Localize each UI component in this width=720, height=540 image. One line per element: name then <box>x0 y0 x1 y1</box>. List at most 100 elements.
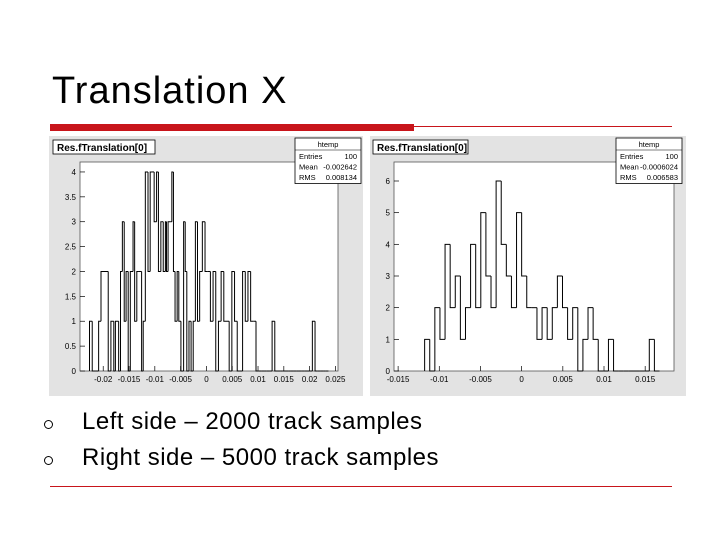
histogram-bin <box>577 307 583 372</box>
bullet-circle-icon <box>44 455 53 465</box>
histogram-bin <box>250 271 254 322</box>
histogram-bin <box>526 276 532 309</box>
histogram-bin <box>171 171 174 222</box>
histogram-bin <box>196 221 200 322</box>
bullet-item: Left side – 2000 track samples <box>44 404 439 440</box>
histogram-bin <box>444 243 451 340</box>
y-tick-label: 3 <box>386 272 391 281</box>
x-tick-label: -0.015 <box>118 375 141 384</box>
histogram-bin <box>107 271 111 372</box>
histogram-bin <box>149 171 152 272</box>
histogram-bin <box>132 221 135 272</box>
x-tick-label: 0.015 <box>274 375 295 384</box>
histogram-bin <box>242 270 246 371</box>
histogram-bin <box>156 171 159 222</box>
y-tick-label: 0 <box>72 367 77 376</box>
stats-label: Entries <box>620 152 644 161</box>
histogram-bin <box>464 307 471 340</box>
histogram-bin <box>120 270 123 371</box>
y-tick-label: 6 <box>386 177 391 186</box>
y-tick-label: 1 <box>72 317 77 326</box>
histogram-bin <box>172 171 176 272</box>
histogram-bin <box>510 276 517 309</box>
y-tick-label: 0.5 <box>65 342 77 351</box>
histogram-bin <box>209 271 214 322</box>
y-tick-label: 2 <box>386 304 391 313</box>
histogram-bin <box>144 171 149 322</box>
histogram-bin <box>217 320 222 371</box>
histogram-bin <box>505 244 512 277</box>
footer-line <box>50 486 672 487</box>
histogram-bin <box>201 221 206 272</box>
histogram-bin <box>546 307 553 340</box>
histogram-bin <box>223 271 227 322</box>
stats-value: -0.002642 <box>323 163 357 172</box>
histogram-bin <box>147 171 151 272</box>
histogram-bin <box>613 339 619 372</box>
histogram-bin <box>551 307 558 340</box>
histogram-bin <box>100 270 109 322</box>
stats-box-title: htemp <box>639 140 660 149</box>
histogram-bin <box>459 276 466 340</box>
plot-frame <box>393 161 675 372</box>
histogram-bin <box>174 271 178 322</box>
histogram-bin <box>162 221 166 272</box>
stats-box-title: htemp <box>318 140 339 149</box>
histogram-bin <box>567 307 573 340</box>
y-tick-label: 3.5 <box>65 193 77 202</box>
histogram-bin <box>311 320 316 371</box>
histogram-bin <box>134 221 137 322</box>
histogram-bin <box>434 307 440 371</box>
histogram-bin <box>199 270 203 322</box>
bullet-item: Right side – 5000 track samples <box>44 440 439 476</box>
y-tick-label: 5 <box>386 209 391 218</box>
histogram-bin <box>274 321 278 372</box>
histogram-bin <box>536 307 543 340</box>
histogram-bin <box>129 270 134 371</box>
stats-value: 100 <box>665 152 678 161</box>
histogram-bin <box>121 221 125 272</box>
y-tick-label: 0 <box>386 367 391 376</box>
stats-label: RMS <box>299 173 316 182</box>
histogram-bin <box>157 171 161 272</box>
histogram-bin <box>244 271 248 322</box>
histogram-right-panel: Res.fTranslation[0] htemp Entries 100 Mean -0… <box>370 136 686 396</box>
histogram-bin <box>485 212 492 277</box>
histogram-bin <box>597 339 604 372</box>
y-tick-label: 2.5 <box>65 243 77 252</box>
histogram-bin <box>110 320 114 371</box>
histogram-bin <box>118 321 121 372</box>
histogram-bin <box>475 244 481 309</box>
histogram-bin <box>480 212 486 308</box>
histogram-bins <box>424 180 660 372</box>
histogram-bin <box>165 221 169 272</box>
histogram-bin <box>247 270 251 322</box>
slide-title: Translation X <box>52 70 288 112</box>
histogram-bin <box>500 181 507 245</box>
histogram-bin <box>541 307 548 340</box>
histogram-bin <box>255 321 259 372</box>
histogram-bin <box>556 275 563 308</box>
histogram-bin <box>490 276 497 309</box>
histogram-bin <box>212 270 216 322</box>
histogram-bin <box>88 320 93 371</box>
histogram-bins <box>88 171 329 372</box>
histogram-bin <box>142 320 146 371</box>
histogram-bin <box>653 339 660 372</box>
histogram-bin <box>271 320 275 371</box>
histogram-bin <box>495 180 502 308</box>
x-tick-label: -0.02 <box>94 375 113 384</box>
histogram-bin <box>454 275 461 308</box>
histogram-bin <box>228 321 232 372</box>
x-tick-label: 0.01 <box>250 375 266 384</box>
histogram-bin <box>236 321 240 372</box>
histogram-bin <box>98 320 102 371</box>
stats-value: 0.008134 <box>326 173 357 182</box>
x-tick-label: 0 <box>519 375 524 384</box>
y-tick-label: 1.5 <box>65 292 77 301</box>
histogram-bin <box>516 212 522 308</box>
x-tick-label: 0 <box>204 375 209 384</box>
x-tick-label: 0.005 <box>553 375 574 384</box>
